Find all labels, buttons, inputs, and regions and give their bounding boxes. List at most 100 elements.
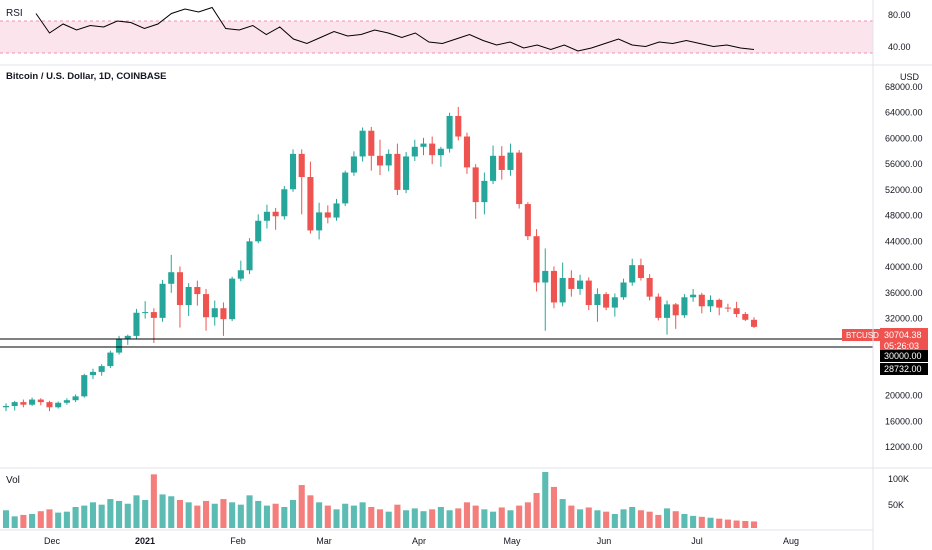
volume-bar	[594, 510, 601, 528]
candle	[324, 205, 331, 224]
candle	[46, 400, 53, 412]
volume-bar	[629, 507, 636, 528]
candle	[490, 145, 497, 185]
volume-bar	[20, 514, 27, 528]
candle	[690, 288, 697, 302]
volume-bar	[568, 505, 575, 528]
volume-bar	[724, 519, 731, 528]
price-tick-label: 44000.00	[885, 236, 923, 246]
candle	[394, 143, 401, 196]
volume-bar	[72, 507, 79, 528]
candle	[342, 170, 349, 206]
volume-pane[interactable]: Vol 100K 50K	[2, 472, 909, 528]
time-tick-label: Feb	[230, 536, 246, 546]
current-price-marker: BTCUSD 30704.38 05:26:03	[842, 328, 928, 352]
candle	[620, 278, 627, 300]
candle	[272, 207, 279, 230]
volume-bar	[663, 508, 671, 528]
volume-bar	[394, 504, 401, 528]
candle	[603, 292, 610, 311]
candle	[81, 373, 88, 398]
symbol-badge	[842, 329, 880, 341]
candle	[72, 394, 79, 403]
volume-bar	[237, 504, 244, 528]
volume-bar	[411, 508, 418, 528]
volume-bar	[324, 505, 331, 528]
candles	[2, 106, 758, 412]
candle	[611, 293, 618, 317]
volume-bar	[437, 507, 444, 528]
volume-bar	[116, 500, 123, 528]
candle	[455, 106, 462, 141]
volume-bar	[463, 502, 471, 528]
volume-bar	[272, 503, 279, 528]
candle	[359, 127, 366, 162]
candle	[577, 274, 584, 295]
volume-bar	[220, 499, 227, 528]
volume-bar	[281, 507, 288, 528]
candle	[481, 172, 488, 215]
volume-bar	[316, 502, 323, 528]
volume-bar	[585, 507, 592, 528]
candle	[524, 202, 531, 241]
price-pane[interactable]: Bitcoin / U.S. Dollar, 1D, COINBASE USD …	[0, 71, 923, 452]
volume-bar	[707, 517, 714, 528]
volume-bar	[490, 511, 497, 528]
volume-bar	[403, 510, 410, 528]
price-tick-label: 56000.00	[885, 159, 923, 169]
candle	[142, 301, 149, 319]
volume-bar	[603, 511, 610, 528]
volume-bar	[46, 509, 53, 528]
candle	[724, 303, 731, 313]
volume-bar	[559, 499, 566, 528]
price-tick-label: 68000.00	[885, 82, 923, 92]
candle	[289, 149, 297, 192]
candle	[220, 302, 227, 336]
volume-bar	[307, 495, 314, 528]
candle	[446, 112, 453, 153]
candle	[194, 280, 201, 306]
candle	[333, 198, 340, 221]
volume-bar	[124, 503, 131, 528]
candle	[733, 301, 740, 318]
candle	[472, 164, 479, 219]
volume-bar	[298, 485, 305, 528]
volume-bar	[472, 505, 479, 528]
volume-bar	[37, 511, 44, 528]
candle	[463, 132, 471, 174]
volume-bar	[420, 511, 427, 528]
candle	[63, 398, 70, 405]
volume-bar	[672, 511, 679, 528]
volume-bar	[698, 516, 705, 528]
candle	[437, 146, 444, 167]
volume-label: Vol	[6, 475, 20, 486]
time-tick-label: Jun	[597, 536, 612, 546]
volume-bar	[542, 472, 549, 528]
candle	[98, 364, 105, 376]
volume-bar	[203, 500, 210, 528]
candle	[246, 238, 253, 275]
time-tick-label: Mar	[316, 536, 332, 546]
time-tick-label: May	[503, 536, 521, 546]
current-price-text: 30704.38	[884, 330, 922, 340]
time-tick-label: Apr	[412, 536, 426, 546]
candle	[429, 136, 436, 165]
candle	[176, 266, 183, 328]
volume-bar	[385, 511, 392, 528]
volume-bar	[611, 514, 618, 528]
volume-bar	[350, 505, 357, 528]
volume-bar	[637, 510, 644, 528]
candle	[237, 260, 244, 282]
price-axis[interactable]: 68000.00 64000.00 60000.00 56000.00 52000.00…	[885, 82, 923, 452]
symbol-title: Bitcoin / U.S. Dollar, 1D, COINBASE	[6, 71, 166, 82]
volume-tick-100k: 100K	[888, 474, 909, 484]
price-tick-label: 20000.00	[885, 391, 923, 401]
volume-bar	[11, 516, 18, 528]
volume-bar	[507, 510, 514, 528]
candle	[368, 126, 375, 171]
rsi-pane[interactable]: RSI 80.00 40.00	[0, 6, 911, 54]
candle	[55, 401, 62, 409]
time-axis[interactable]: Dec 2021 Feb Mar Apr May Jun Jul Aug	[44, 536, 799, 546]
price-tick-label: 12000.00	[885, 442, 923, 452]
